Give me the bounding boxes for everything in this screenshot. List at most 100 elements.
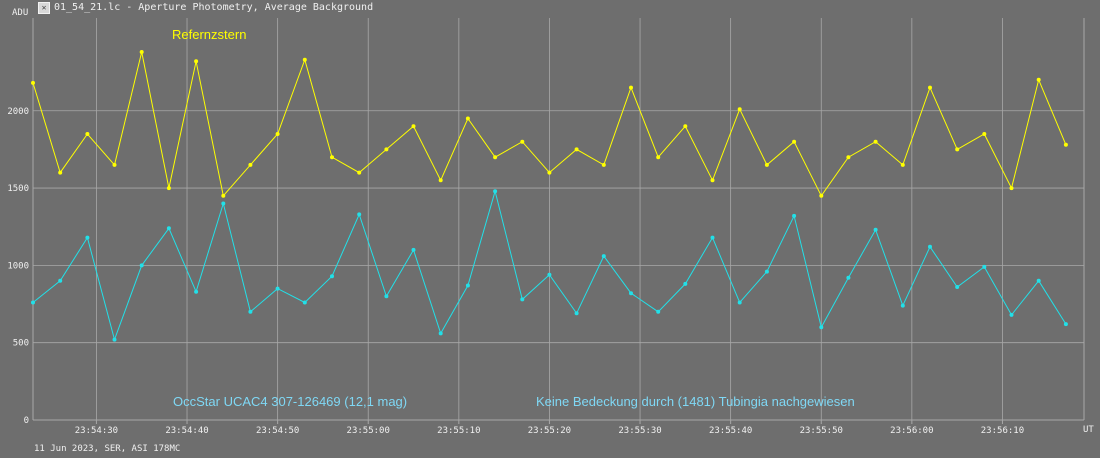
series-1-point xyxy=(737,300,742,305)
series-0-point xyxy=(1009,186,1014,191)
title-bar: ✕ 01_54_21.lc - Aperture Photometry, Ave… xyxy=(0,0,1100,17)
series-1-point xyxy=(574,311,579,316)
series-1-point xyxy=(629,291,633,296)
series-0-point xyxy=(31,80,35,85)
series-0-point xyxy=(85,132,90,136)
series-0-point xyxy=(357,170,362,175)
series-1-point xyxy=(955,285,960,289)
y-tick-label: 0 xyxy=(24,416,29,426)
x-tick-label: 23:55:20 xyxy=(528,426,571,436)
series-1-point xyxy=(1036,278,1041,283)
series-0-point xyxy=(873,139,878,144)
series-0-point xyxy=(166,186,171,191)
series-0-point xyxy=(792,139,797,144)
y-axis-label: ADU xyxy=(12,8,28,18)
series-1-point xyxy=(166,226,171,231)
series-1-point xyxy=(900,303,905,308)
y-tick-label: 1000 xyxy=(7,261,29,271)
annotation-reference-star: Refernzstern xyxy=(172,27,246,42)
x-tick-label: 23:55:10 xyxy=(437,426,480,436)
x-tick-labels: 23:54:30 23:54:40 23:54:50 23:55:00 23:55:10… xyxy=(75,426,1024,436)
series-0-point xyxy=(710,178,715,183)
series-0-point xyxy=(221,193,226,198)
series-0-point xyxy=(58,170,63,175)
series-1-point xyxy=(112,337,117,342)
series-1-point xyxy=(792,213,797,218)
series-0-point xyxy=(629,85,633,90)
x-axis-label: UT xyxy=(1083,425,1094,435)
series-1-point xyxy=(194,289,199,294)
series-0-point xyxy=(819,193,824,198)
series-0-point xyxy=(982,132,987,136)
series-1-point xyxy=(819,325,824,330)
window-title: 01_54_21.lc - Aperture Photometry, Avera… xyxy=(54,2,374,13)
series-0-point xyxy=(493,155,498,160)
series-0-point xyxy=(846,155,851,160)
series-0-point xyxy=(900,162,905,167)
series-1-point xyxy=(221,201,226,206)
series-0-point xyxy=(438,178,443,183)
series-1-point xyxy=(58,278,63,283)
x-tick-label: 23:54:30 xyxy=(75,426,118,436)
series-0-point xyxy=(737,107,742,112)
annotation-result: Keine Bedeckung durch (1481) Tubingia na… xyxy=(536,394,855,409)
x-tick-label: 23:54:40 xyxy=(165,426,208,436)
series-0-point xyxy=(330,155,334,160)
grid-lines xyxy=(32,18,1085,424)
series-0-point xyxy=(547,170,552,175)
series-0-point xyxy=(248,162,253,167)
series-1-point xyxy=(982,264,987,269)
series-0-point xyxy=(656,155,661,160)
app-icon: ✕ xyxy=(38,2,50,14)
series-0-point xyxy=(112,162,117,167)
series-1-point xyxy=(85,235,90,240)
series-0-point xyxy=(955,147,960,152)
series-0-point xyxy=(928,85,932,90)
x-tick-label: 23:56:10 xyxy=(981,426,1024,436)
series-1-point xyxy=(330,274,334,279)
series-1-point xyxy=(302,300,307,305)
series-1-point xyxy=(139,263,144,268)
series-0-point xyxy=(465,116,470,121)
y-tick-label: 500 xyxy=(13,339,29,349)
series-1-point xyxy=(928,244,932,249)
y-tick-labels: 0 500 1000 1500 2000 xyxy=(7,107,29,426)
series-1-point xyxy=(248,309,253,314)
series-0-point xyxy=(1063,142,1068,147)
series-1-point xyxy=(384,294,389,299)
series-1-point xyxy=(1063,322,1068,327)
series-layer xyxy=(31,50,1068,342)
series-1-point xyxy=(683,281,688,286)
series-1-point xyxy=(411,247,416,252)
x-tick-label: 23:54:50 xyxy=(256,426,299,436)
series-1-point xyxy=(275,286,280,291)
series-0-point xyxy=(302,57,307,62)
x-tick-label: 23:56:00 xyxy=(890,426,933,436)
y-tick-label: 1500 xyxy=(7,184,29,194)
series-1-point xyxy=(710,235,715,240)
series-0-point xyxy=(139,50,144,54)
series-0-point xyxy=(1036,77,1041,82)
series-1-point xyxy=(493,189,498,194)
series-1-point xyxy=(31,300,35,305)
series-0-point xyxy=(411,124,416,129)
series-1-point xyxy=(601,254,606,259)
series-0-point xyxy=(683,124,688,129)
annotation-occstar: OccStar UCAC4 307-126469 (12,1 mag) xyxy=(173,394,407,409)
series-1-point xyxy=(846,275,851,280)
x-tick-label: 23:55:40 xyxy=(709,426,752,436)
series-0-point xyxy=(601,162,606,167)
series-1-point xyxy=(764,269,769,274)
series-1-point xyxy=(438,331,443,336)
series-1-point xyxy=(547,272,552,277)
series-0-point xyxy=(384,147,389,152)
series-0-point xyxy=(194,59,199,64)
x-tick-label: 23:55:50 xyxy=(800,426,843,436)
series-0-point xyxy=(275,132,280,136)
y-tick-label: 2000 xyxy=(7,107,29,117)
series-1-point xyxy=(357,212,362,217)
x-tick-label: 23:55:00 xyxy=(347,426,390,436)
series-1-point xyxy=(873,227,878,232)
series-1-point xyxy=(465,283,470,288)
